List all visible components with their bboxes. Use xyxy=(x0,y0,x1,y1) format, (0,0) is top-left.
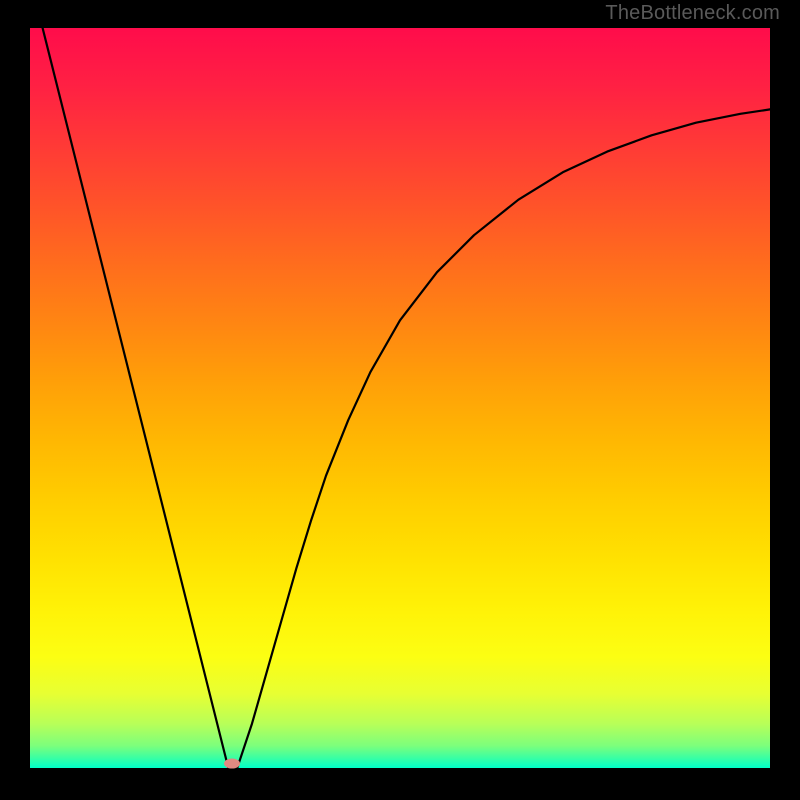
bottleneck-chart xyxy=(0,0,800,800)
chart-container: TheBottleneck.com xyxy=(0,0,800,800)
site-watermark: TheBottleneck.com xyxy=(605,2,780,25)
plot-background xyxy=(30,28,770,768)
optimum-marker xyxy=(224,759,240,769)
